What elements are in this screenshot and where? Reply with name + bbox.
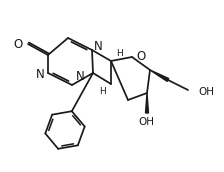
Text: O: O (14, 39, 23, 51)
Text: N: N (94, 40, 103, 53)
Text: O: O (136, 50, 145, 62)
Text: H: H (116, 50, 123, 58)
Text: N: N (76, 71, 85, 83)
Polygon shape (146, 93, 149, 113)
Text: H: H (99, 88, 106, 96)
Text: OH: OH (198, 87, 214, 97)
Text: OH: OH (138, 117, 154, 127)
Text: N: N (36, 67, 45, 80)
Polygon shape (150, 70, 169, 81)
